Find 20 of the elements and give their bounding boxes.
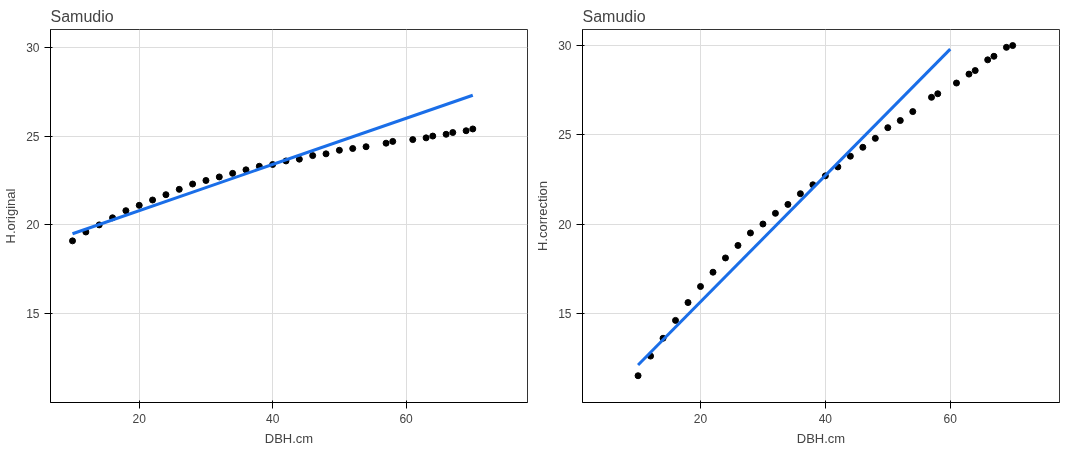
x-axis-title: DBH.cm [264, 430, 314, 446]
y-axis-title: H.correction [535, 180, 551, 252]
y-tick-label: 15 [558, 306, 572, 321]
y-tick-label: 20 [26, 218, 40, 233]
y-axis-title: H.original [3, 188, 19, 244]
x-axis-title: DBH.cm [796, 430, 846, 446]
x-tick-label: 20 [693, 411, 708, 426]
y-tick-label: 20 [558, 217, 572, 232]
chart-title: Samudio [50, 7, 114, 25]
x-tick-label: 60 [943, 411, 958, 426]
chart-title: Samudio [582, 7, 646, 25]
y-tick-label: 30 [26, 40, 40, 55]
y-tick-label: 30 [558, 39, 572, 54]
x-tick-label: 40 [265, 411, 280, 426]
y-tick-label: 25 [26, 129, 40, 144]
y-tick-label: 15 [26, 307, 40, 322]
y-tick-label: 25 [558, 128, 572, 143]
x-tick-label: 60 [399, 411, 414, 426]
x-tick-label: 20 [132, 411, 147, 426]
x-tick-label: 40 [818, 411, 833, 426]
